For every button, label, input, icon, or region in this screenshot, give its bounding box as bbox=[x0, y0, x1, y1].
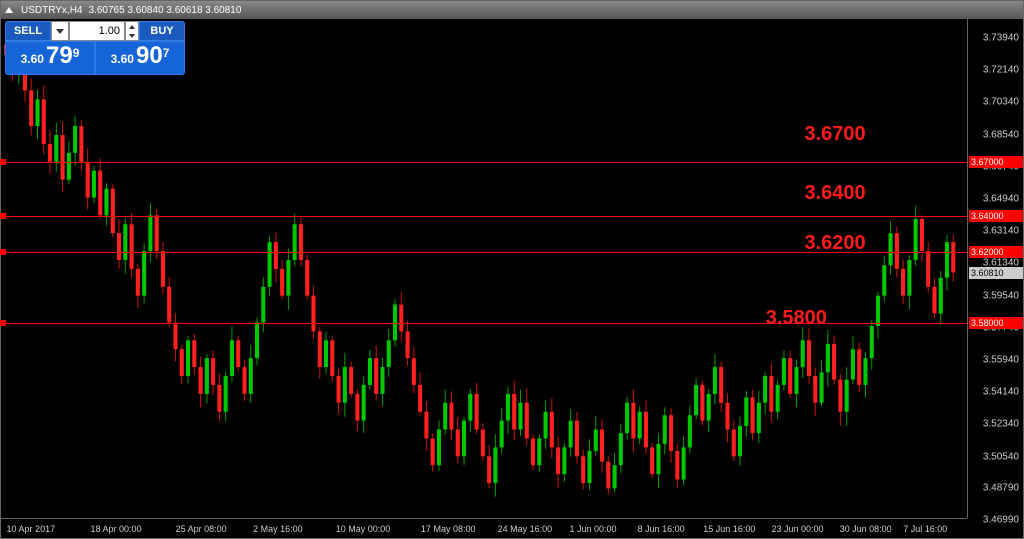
y-tick-label: 3.63140 bbox=[983, 226, 1019, 237]
y-tick-label: 3.72140 bbox=[983, 65, 1019, 76]
y-tick-label: 3.50540 bbox=[983, 451, 1019, 462]
hline-handle-icon[interactable] bbox=[0, 249, 6, 255]
volume-input[interactable]: 1.00 bbox=[69, 21, 125, 41]
y-tick-label: 3.46990 bbox=[983, 515, 1019, 526]
y-tick-label: 3.48790 bbox=[983, 482, 1019, 493]
trade-controls-row: SELL 1.00 BUY bbox=[5, 21, 185, 41]
hline-handle-icon[interactable] bbox=[0, 159, 6, 165]
y-tick-label: 3.54140 bbox=[983, 387, 1019, 398]
y-tick-label: 3.68540 bbox=[983, 129, 1019, 140]
x-axis: 10 Apr 2017 18 Apr 00:00 25 Apr 08:00 2 May… bbox=[1, 518, 967, 538]
sell-price-box[interactable]: 3.60 79 9 bbox=[5, 41, 95, 75]
buy-price-pip: 7 bbox=[163, 46, 170, 60]
hline-handle-icon[interactable] bbox=[0, 213, 6, 219]
buy-button[interactable]: BUY bbox=[139, 21, 185, 41]
y-axis: 3.739403.721403.703403.685403.667403.649… bbox=[967, 19, 1023, 518]
one-click-trade-panel: SELL 1.00 BUY 3.60 79 9 3.60 90 7 bbox=[5, 21, 185, 75]
horizontal-level-line[interactable] bbox=[1, 162, 967, 163]
buy-price-box[interactable]: 3.60 90 7 bbox=[95, 41, 185, 75]
y-tick-label: 3.64940 bbox=[983, 193, 1019, 204]
x-tick-label: 2 May 16:00 bbox=[253, 524, 303, 534]
price-annotation: 3.6200 bbox=[804, 232, 865, 255]
volume-step-up[interactable] bbox=[126, 22, 138, 31]
x-tick-label: 17 May 08:00 bbox=[421, 524, 476, 534]
sell-price-pip: 9 bbox=[73, 46, 80, 60]
ohlc-label: 3.60765 3.60840 3.60618 3.60810 bbox=[89, 5, 242, 16]
buy-price-prefix: 3.60 bbox=[111, 52, 134, 66]
x-tick-label: 24 May 16:00 bbox=[498, 524, 553, 534]
x-tick-label: 23 Jun 00:00 bbox=[771, 524, 823, 534]
hline-handle-icon[interactable] bbox=[0, 320, 6, 326]
candlestick-series bbox=[1, 19, 967, 519]
sell-button[interactable]: SELL bbox=[5, 21, 51, 41]
price-annotation: 3.6400 bbox=[804, 182, 865, 205]
y-tick-label: 3.52340 bbox=[983, 419, 1019, 430]
x-tick-label: 10 Apr 2017 bbox=[7, 524, 56, 534]
up-triangle-icon bbox=[5, 7, 13, 13]
x-tick-label: 7 Jul 16:00 bbox=[903, 524, 947, 534]
volume-step-down[interactable] bbox=[126, 31, 138, 40]
symbol-label: USDTRYx,H4 bbox=[21, 5, 83, 16]
chart-window: USDTRYx,H4 3.60765 3.60840 3.60618 3.608… bbox=[0, 0, 1024, 539]
x-tick-label: 18 Apr 00:00 bbox=[90, 524, 141, 534]
level-price-marker: 3.64000 bbox=[969, 210, 1023, 222]
x-tick-label: 30 Jun 08:00 bbox=[840, 524, 892, 534]
x-tick-label: 25 Apr 08:00 bbox=[176, 524, 227, 534]
sell-price-big: 79 bbox=[46, 44, 73, 68]
y-tick-label: 3.55940 bbox=[983, 354, 1019, 365]
level-price-marker: 3.58000 bbox=[969, 317, 1023, 329]
horizontal-level-line[interactable] bbox=[1, 216, 967, 217]
price-annotation: 3.5800 bbox=[766, 307, 827, 330]
x-tick-label: 1 Jun 00:00 bbox=[569, 524, 616, 534]
volume-stepper[interactable] bbox=[125, 21, 139, 41]
price-annotation: 3.6700 bbox=[804, 123, 865, 146]
y-tick-label: 3.70340 bbox=[983, 97, 1019, 108]
level-price-marker: 3.62000 bbox=[969, 246, 1023, 258]
level-price-marker: 3.67000 bbox=[969, 156, 1023, 168]
current-price-marker: 3.60810 bbox=[969, 267, 1023, 279]
buy-price-big: 90 bbox=[136, 44, 163, 68]
chart-area[interactable]: 3.6700 3.6400 3.6200 3.5800 bbox=[1, 19, 967, 518]
y-tick-label: 3.73940 bbox=[983, 32, 1019, 43]
x-tick-label: 15 Jun 16:00 bbox=[703, 524, 755, 534]
y-tick-label: 3.59540 bbox=[983, 290, 1019, 301]
x-tick-label: 8 Jun 16:00 bbox=[638, 524, 685, 534]
title-bar: USDTRYx,H4 3.60765 3.60840 3.60618 3.608… bbox=[1, 1, 1023, 19]
price-row: 3.60 79 9 3.60 90 7 bbox=[5, 41, 185, 75]
sell-price-prefix: 3.60 bbox=[21, 52, 44, 66]
trade-dropdown[interactable] bbox=[51, 21, 69, 41]
x-tick-label: 10 May 00:00 bbox=[336, 524, 391, 534]
